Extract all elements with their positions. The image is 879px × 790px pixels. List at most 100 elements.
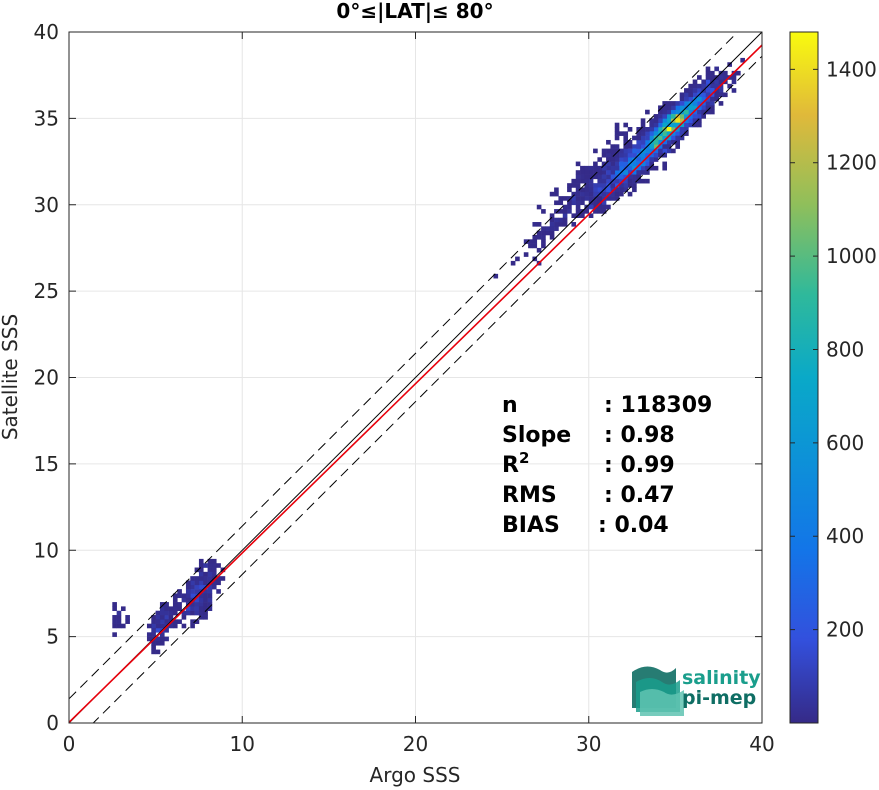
heatmap-cell [523,239,529,244]
heatmap-cell [688,122,693,128]
heatmap-cell [658,152,663,158]
line-identity [69,32,762,723]
heatmap-cell [718,92,724,98]
heatmap-cell [692,101,698,106]
heatmap-cell [619,165,624,171]
heatmap-cell [645,139,650,145]
heatmap-cell [636,157,642,162]
heatmap-cell [632,135,637,141]
heatmap-cell [679,92,685,98]
colorbar: 200 400 600 800 1000 1200 1400 [789,31,877,724]
heatmap-cell [575,200,581,206]
heatmap-cell [723,92,728,98]
heatmap-cell [688,88,693,93]
heatmap-cell [532,234,538,240]
stat-value: : 0.99 [604,453,675,478]
heatmap-cell [645,165,650,171]
heatmap-cell [688,118,693,123]
heatmap-cell [606,191,611,197]
heatmap-cell [601,209,607,214]
heatmap-cell [593,209,598,214]
heatmap-cell [671,135,676,141]
heatmap-cell [593,183,598,188]
heatmap-cell [112,606,117,612]
heatmap-cell [164,602,169,607]
heatmap-cell [151,615,156,620]
heatmap-cell [649,152,655,158]
heatmap-cell [679,118,685,123]
x-tick-label: 30 [576,732,601,756]
x-tick-label: 20 [403,732,428,756]
heatmap-cell [155,636,161,642]
heatmap-cell [177,593,182,599]
heatmap-cell [541,234,546,240]
heatmap-cell [588,183,594,188]
heatmap-cell [675,101,681,106]
heatmap-cell [575,209,581,214]
stat-value: : 0.04 [598,513,669,538]
heatmap-cell [666,114,672,119]
heatmap-cell [614,122,620,128]
heatmap-cell [575,183,581,188]
colorbar-gradient [789,31,819,724]
heatmap-cell [610,165,616,171]
heatmap-cell [172,597,178,603]
heatmap-cell [146,632,152,637]
heatmap-cell [580,170,585,175]
heatmap-cell [627,183,633,188]
heatmap-cell [177,602,182,607]
heatmap-cell [190,602,195,607]
heatmap-cell [653,152,659,158]
heatmap-cell [164,619,169,624]
heatmap-cell [675,131,681,136]
heatmap-cell [172,623,178,629]
heatmap-cell [671,148,676,154]
heatmap-cell [632,152,637,158]
heatmap-cell [549,213,555,219]
heatmap-cell [614,178,620,184]
heatmap-cell [606,161,611,167]
heatmap-cell [632,178,637,184]
heatmap-cell [614,170,620,175]
heatmap-cell [571,213,577,219]
heatmap-cell [606,187,611,193]
heatmap-cell [701,96,706,102]
heatmap-cell [632,144,637,149]
heatmap-cell [636,135,642,141]
heatmap-cell [112,632,117,637]
heatmap-cell [185,606,191,612]
heatmap-cell [666,127,672,132]
heatmap-cell [601,174,607,180]
heatmap-cell [636,174,642,180]
heatmap-cell [718,75,724,80]
heatmap-cell [623,135,629,141]
heatmap-cell [164,610,169,616]
heatmap-cell [658,139,663,145]
heatmap-cell [714,66,719,72]
heatmap-cell [580,213,585,219]
heatmap-cell [645,131,650,136]
heatmap-cell [666,118,672,123]
heatmap-cell [198,576,204,581]
y-tick-label: 25 [34,279,59,303]
heatmap-cell [597,178,603,184]
heatmap-cell [731,88,737,93]
heatmap-cell [211,563,217,568]
heatmap-cell [653,114,659,119]
heatmap-cell [671,127,676,132]
heatmap-cell [632,174,637,180]
heatmap-cell [623,131,629,136]
heatmap-cell [558,196,564,201]
heatmap-cell [606,152,611,158]
heatmap-cell [671,139,676,145]
heatmap-cell [675,127,681,132]
heatmap-cell [194,584,200,590]
heatmap-cell [185,610,191,616]
heatmap-cell [610,191,616,197]
heatmap-cell [614,152,620,158]
heatmap-cell [710,70,715,76]
heatmap-cell [736,70,741,76]
stat-label-bias: BIAS [502,513,560,538]
heatmap-cell [541,239,546,244]
heatmap-cell [207,567,213,573]
